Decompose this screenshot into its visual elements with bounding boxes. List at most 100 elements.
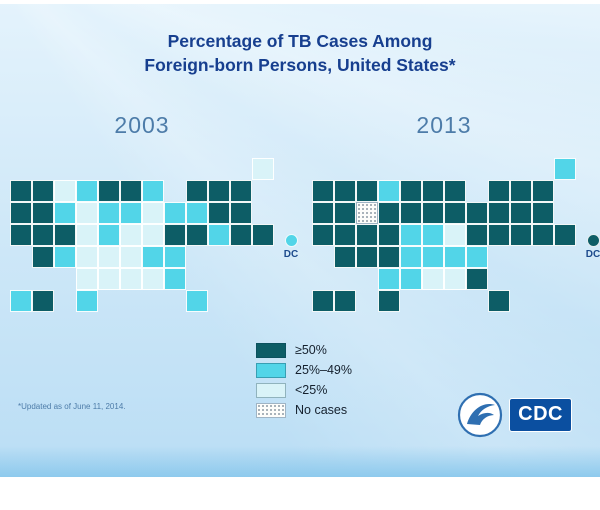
title-line-1: Percentage of TB Cases Among: [167, 31, 433, 51]
map-2013: 2013 DC: [312, 112, 600, 312]
state-tile-NM: [54, 246, 76, 268]
state-tile-GA: [164, 268, 186, 290]
state-tile-WI: [120, 180, 142, 202]
state-tile-VA: [164, 224, 186, 246]
bottom-white-strip: [0, 477, 600, 510]
state-tile-MN: [98, 180, 120, 202]
state-tile-TX: [378, 290, 400, 312]
state-tile-AZ: [334, 246, 356, 268]
state-tile-NC: [444, 246, 466, 268]
footnote: *Updated as of June 11, 2014.: [18, 402, 126, 411]
state-tile-UT: [334, 224, 356, 246]
bottom-gradient-band: [0, 446, 600, 477]
state-tile-LA: [98, 268, 120, 290]
state-tile-WI: [422, 180, 444, 202]
dc-dot-2013: [586, 234, 600, 247]
legend-swatch-ge50: [256, 342, 286, 358]
state-tile-CO: [356, 224, 378, 246]
state-tile-IN: [444, 202, 466, 224]
map-2003: 2003 DC: [10, 112, 310, 312]
state-tile-VA: [466, 224, 488, 246]
state-tile-DE: [208, 224, 230, 246]
legend: ≥50% 25%–49% <25% No cases: [256, 342, 352, 422]
state-tile-VT: [208, 180, 230, 202]
state-tile-RI: [554, 224, 576, 246]
state-tile-OR: [312, 202, 334, 224]
state-tile-OR: [10, 202, 32, 224]
legend-item-no-cases: No cases: [256, 402, 352, 418]
state-tile-ME: [554, 158, 576, 180]
state-tile-MO: [98, 224, 120, 246]
state-tile-AR: [98, 246, 120, 268]
state-tile-IL: [120, 202, 142, 224]
state-tile-WV: [444, 224, 466, 246]
state-tile-ID: [32, 180, 54, 202]
state-tile-NJ: [510, 202, 532, 224]
state-tile-MA: [532, 202, 554, 224]
state-tile-MI: [444, 180, 466, 202]
legend-item-ge50: ≥50%: [256, 342, 352, 358]
page-title: Percentage of TB Cases Among Foreign-bor…: [0, 30, 600, 77]
state-tile-KY: [120, 224, 142, 246]
logo-group: CDC: [457, 392, 572, 438]
year-label-2003: 2003: [114, 112, 170, 138]
state-tile-KS: [378, 246, 400, 268]
state-tile-IA: [400, 202, 422, 224]
state-tile-DE: [510, 224, 532, 246]
state-tile-SC: [466, 246, 488, 268]
state-tile-WA: [10, 180, 32, 202]
state-tile-MS: [422, 268, 444, 290]
state-tile-OH: [466, 202, 488, 224]
state-tile-OK: [378, 268, 400, 290]
dc-dot-2003: [284, 234, 298, 247]
state-tile-NV: [334, 202, 356, 224]
state-tile-IL: [422, 202, 444, 224]
state-tile-CT: [532, 224, 554, 246]
state-tile-AL: [142, 268, 164, 290]
state-tile-GA: [466, 268, 488, 290]
state-tile-NE: [378, 224, 400, 246]
state-tile-LA: [400, 268, 422, 290]
state-tile-CT: [230, 224, 252, 246]
state-tile-MA: [230, 202, 252, 224]
state-tile-NH: [230, 180, 252, 202]
top-white-strip: [0, 0, 600, 4]
state-tile-RI: [252, 224, 274, 246]
state-tile-ND: [76, 180, 98, 202]
legend-swatch-25-49: [256, 362, 286, 378]
state-tile-WY: [54, 202, 76, 224]
state-tile-MO: [400, 224, 422, 246]
state-tile-SD: [378, 202, 400, 224]
state-tile-NH: [532, 180, 554, 202]
hhs-seal-icon: [457, 392, 503, 438]
state-tile-AZ: [32, 246, 54, 268]
legend-label-lt25: <25%: [295, 383, 328, 397]
state-tile-CA: [10, 224, 32, 246]
dc-callout-2013: DC: [580, 234, 600, 260]
state-tile-SC: [164, 246, 186, 268]
legend-item-lt25: <25%: [256, 382, 352, 398]
state-tile-KY: [422, 224, 444, 246]
legend-label-no-cases: No cases: [295, 403, 348, 417]
state-tile-VT: [510, 180, 532, 202]
state-tile-SD: [76, 202, 98, 224]
dc-label-2003: DC: [283, 249, 299, 260]
state-tile-IN: [142, 202, 164, 224]
title-line-2: Foreign-born Persons, United States*: [144, 54, 456, 75]
state-tile-NY: [488, 180, 510, 202]
state-tile-AK: [312, 290, 334, 312]
us-map-2003: [10, 158, 310, 312]
us-map-2013: [312, 158, 600, 312]
state-tile-WV: [142, 224, 164, 246]
state-tile-MT: [356, 180, 378, 202]
cdc-logo: CDC: [509, 398, 572, 432]
state-tile-MS: [120, 268, 142, 290]
state-tile-FL: [488, 290, 510, 312]
state-tile-MD: [186, 224, 208, 246]
state-tile-ID: [334, 180, 356, 202]
state-tile-MT: [54, 180, 76, 202]
state-tile-MD: [488, 224, 510, 246]
dc-callout-2003: DC: [278, 234, 304, 260]
state-tile-HI: [32, 290, 54, 312]
